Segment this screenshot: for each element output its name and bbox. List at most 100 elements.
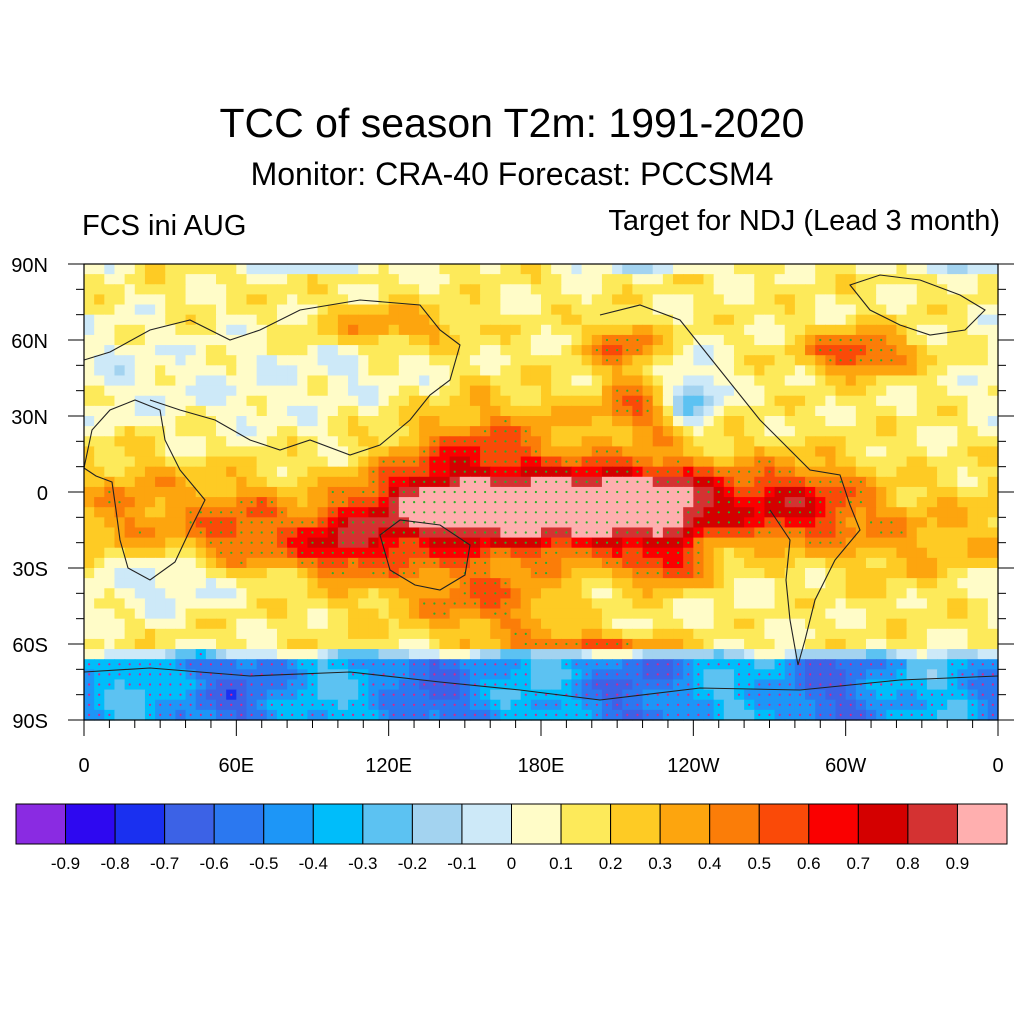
field-cell	[297, 355, 309, 366]
field-cell	[124, 375, 136, 387]
field-cell	[561, 426, 573, 437]
field-cell	[408, 334, 420, 346]
stipple-dot-negative	[991, 683, 995, 686]
field-cell	[195, 345, 207, 356]
stipple-dot-positive	[494, 602, 497, 605]
field-cell	[754, 405, 766, 417]
field-cell	[307, 608, 319, 620]
field-cell	[307, 568, 319, 579]
stipple-dot-positive	[809, 521, 812, 524]
field-cell	[226, 395, 237, 407]
stipple-dot-negative	[971, 673, 974, 676]
field-cell	[165, 628, 176, 640]
field-cell	[865, 547, 877, 559]
field-cell	[317, 375, 329, 387]
field-cell	[124, 608, 136, 620]
stipple-dot-positive	[666, 470, 670, 473]
field-cell	[703, 405, 715, 417]
field-cell	[906, 649, 918, 660]
stipple-dot-positive	[605, 501, 609, 504]
stipple-dot-positive	[697, 490, 700, 494]
field-cell	[480, 355, 491, 366]
field-cell	[916, 507, 928, 518]
field-cell	[84, 618, 95, 630]
field-cell	[378, 324, 390, 336]
field-cell	[805, 628, 816, 640]
field-cell	[754, 618, 766, 630]
stipple-dot-positive	[839, 359, 842, 362]
field-cell	[84, 638, 95, 650]
field-cell	[114, 679, 126, 691]
field-cell	[916, 649, 928, 660]
stipple-dot-positive	[829, 338, 832, 342]
field-cell	[276, 578, 288, 589]
field-cell	[368, 264, 380, 275]
stipple-dot-negative	[900, 663, 903, 666]
field-cell	[185, 486, 197, 498]
field-cell	[886, 618, 898, 630]
field-cell	[368, 304, 380, 316]
stipple-dot-negative	[870, 673, 873, 676]
field-cell	[916, 497, 928, 508]
stipple-dot-positive	[321, 521, 324, 524]
field-cell	[256, 557, 268, 569]
stipple-dot-negative	[778, 673, 781, 676]
field-cell	[104, 334, 116, 346]
field-cell	[937, 537, 948, 549]
field-cell	[195, 638, 207, 650]
field-cell	[205, 446, 217, 458]
field-cell	[317, 476, 329, 488]
stipple-dot-negative	[758, 683, 761, 686]
field-cell	[744, 416, 755, 427]
stipple-dot-negative	[768, 673, 771, 676]
stipple-dot-negative	[169, 673, 172, 676]
field-cell	[439, 588, 451, 599]
field-cell	[957, 334, 969, 346]
field-cell	[388, 274, 400, 285]
field-cell	[652, 365, 664, 377]
stipple-dot-positive	[636, 521, 639, 524]
stipple-dot-positive	[748, 501, 751, 504]
field-cell	[754, 578, 766, 589]
field-cell	[896, 314, 908, 326]
field-cell	[530, 274, 542, 285]
field-cell	[784, 638, 796, 650]
field-cell	[591, 365, 603, 377]
field-cell	[276, 314, 288, 326]
stipple-dot-positive	[575, 551, 578, 554]
stipple-dot-positive	[372, 480, 375, 483]
field-cell	[784, 436, 796, 447]
field-cell	[205, 345, 217, 356]
field-cell	[581, 334, 593, 346]
field-cell	[256, 598, 268, 610]
field-cell	[439, 628, 451, 640]
field-cell	[876, 416, 887, 427]
field-cell	[713, 669, 725, 681]
field-cell	[764, 264, 776, 275]
stipple-dot-negative	[362, 683, 365, 686]
stipple-dot-negative	[585, 663, 588, 666]
stipple-dot-positive	[880, 359, 883, 362]
field-cell	[388, 649, 400, 660]
stipple-dot-positive	[595, 349, 599, 352]
stipple-dot-positive	[250, 541, 253, 544]
field-cell	[408, 598, 420, 610]
stipple-dot-positive	[484, 450, 487, 453]
stipple-dot-positive	[453, 470, 456, 473]
field-cell	[865, 527, 877, 539]
stipple-dot-positive	[392, 541, 395, 544]
field-cell	[673, 314, 684, 326]
field-cell	[165, 314, 176, 326]
stipple-dot-positive	[595, 490, 599, 494]
field-cell	[987, 456, 999, 468]
field-cell	[601, 365, 613, 377]
field-cell	[794, 395, 806, 407]
field-cell	[246, 466, 258, 478]
field-cell	[591, 568, 603, 579]
field-cell	[246, 334, 258, 346]
stipple-dot-positive	[524, 511, 527, 514]
field-cell	[886, 294, 898, 306]
field-cell	[124, 638, 136, 650]
field-cell	[185, 385, 197, 397]
field-cell	[551, 334, 562, 346]
